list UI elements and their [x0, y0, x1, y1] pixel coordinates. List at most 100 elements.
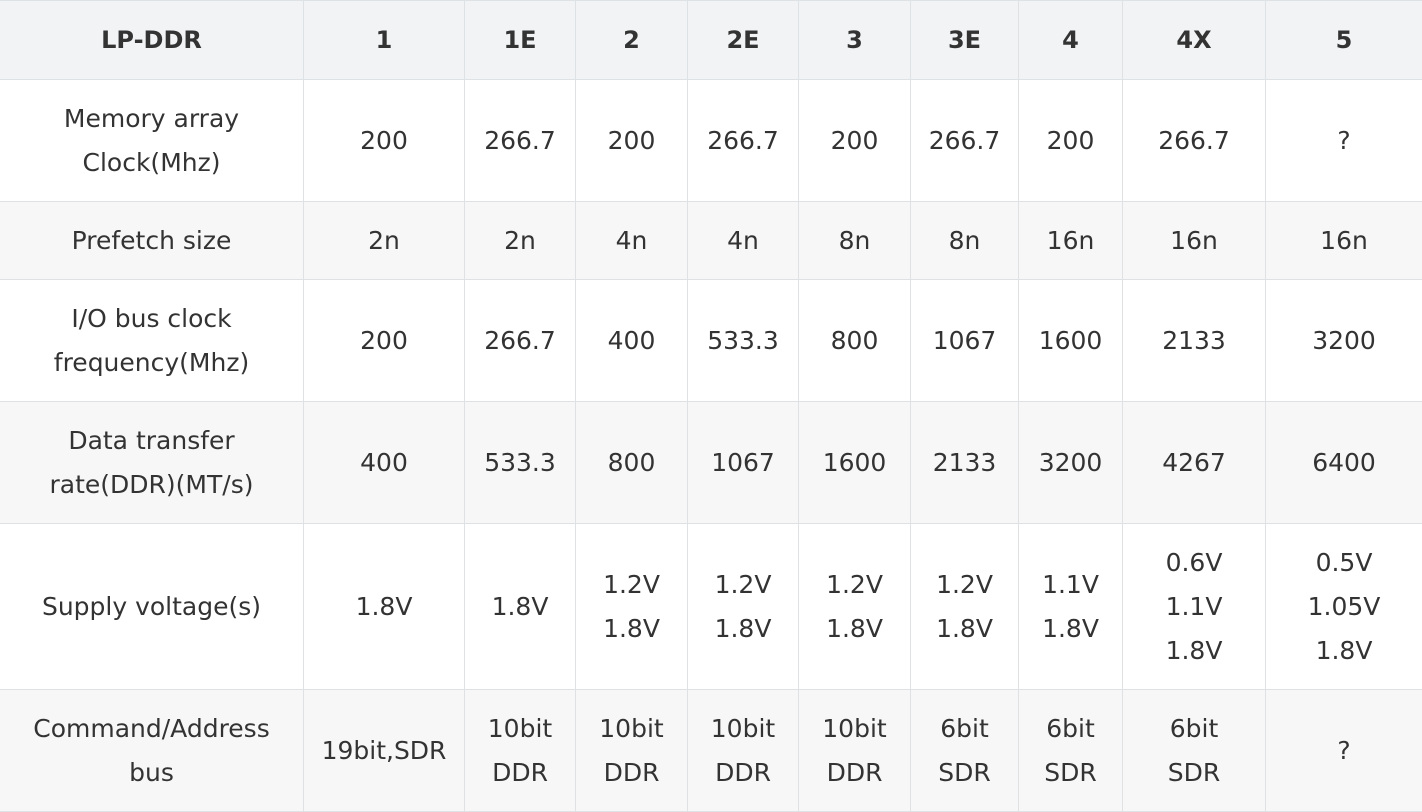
table-cell: 1.2V 1.8V: [799, 524, 911, 690]
row-label: Supply voltage(s): [0, 524, 304, 690]
cell-line: 16n: [1019, 219, 1122, 263]
row-label-line: I/O bus clock: [0, 297, 303, 341]
cell-line: 1.2V: [688, 563, 798, 607]
cell-line: 1.8V: [465, 585, 575, 629]
cell-line: 6bit: [1019, 707, 1122, 751]
cell-line: 1.8V: [576, 607, 687, 651]
table-cell: 1600: [1019, 280, 1123, 402]
table-cell: 16n: [1019, 202, 1123, 280]
table-cell: 1.8V: [304, 524, 465, 690]
table-cell: 1.2V 1.8V: [576, 524, 688, 690]
row-label-line: Command/Address: [0, 707, 303, 751]
cell-line: 1067: [688, 441, 798, 485]
cell-line: 1067: [911, 319, 1018, 363]
column-header: LP-DDR: [0, 1, 304, 80]
cell-line: 266.7: [465, 319, 575, 363]
cell-line: 19bit,SDR: [304, 729, 464, 773]
cell-line: 16n: [1266, 219, 1422, 263]
table-cell: 2133: [1123, 280, 1266, 402]
cell-line: SDR: [1123, 751, 1265, 795]
column-header: 3E: [911, 1, 1019, 80]
table-cell: 2133: [911, 402, 1019, 524]
column-header: 2: [576, 1, 688, 80]
table-cell: 800: [799, 280, 911, 402]
cell-line: SDR: [911, 751, 1018, 795]
cell-line: 1.8V: [911, 607, 1018, 651]
cell-line: 2133: [1123, 319, 1265, 363]
cell-line: ?: [1266, 729, 1422, 773]
table-cell: 4n: [688, 202, 799, 280]
table-cell: 6400: [1266, 402, 1422, 524]
table-row: Supply voltage(s) 1.8V 1.8V 1.2V 1.8V 1.…: [0, 524, 1422, 690]
cell-line: 10bit: [465, 707, 575, 751]
cell-line: 6400: [1266, 441, 1422, 485]
table-cell: 1.1V 1.8V: [1019, 524, 1123, 690]
cell-line: 8n: [799, 219, 910, 263]
cell-line: 6bit: [911, 707, 1018, 751]
cell-line: DDR: [688, 751, 798, 795]
cell-line: 3200: [1266, 319, 1422, 363]
row-label-line: Data transfer: [0, 419, 303, 463]
cell-line: 2133: [911, 441, 1018, 485]
row-label: Prefetch size: [0, 202, 304, 280]
table-cell: 1600: [799, 402, 911, 524]
cell-line: 10bit: [576, 707, 687, 751]
table-cell: 6bit SDR: [1019, 690, 1123, 812]
cell-line: 266.7: [688, 119, 798, 163]
cell-line: 1.1V: [1123, 585, 1265, 629]
cell-line: 200: [799, 119, 910, 163]
row-label: I/O bus clock frequency(Mhz): [0, 280, 304, 402]
row-label-line: Prefetch size: [0, 219, 303, 263]
cell-line: 200: [304, 319, 464, 363]
cell-line: 1.8V: [799, 607, 910, 651]
cell-line: 1.8V: [1123, 629, 1265, 673]
table-cell: 400: [304, 402, 465, 524]
cell-line: 0.6V: [1123, 541, 1265, 585]
cell-line: 1.05V: [1266, 585, 1422, 629]
table-cell: 0.6V 1.1V 1.8V: [1123, 524, 1266, 690]
cell-line: 0.5V: [1266, 541, 1422, 585]
cell-line: 800: [799, 319, 910, 363]
table-row: Prefetch size 2n 2n 4n 4n 8n 8n 16n 16n …: [0, 202, 1422, 280]
table-cell: 1067: [911, 280, 1019, 402]
table-cell: 1.2V 1.8V: [688, 524, 799, 690]
table-cell: 533.3: [688, 280, 799, 402]
table-cell: ?: [1266, 690, 1422, 812]
cell-line: 3200: [1019, 441, 1122, 485]
row-label-line: Supply voltage(s): [0, 585, 303, 629]
cell-line: DDR: [465, 751, 575, 795]
cell-line: 2n: [465, 219, 575, 263]
table-cell: 3200: [1266, 280, 1422, 402]
row-label-line: rate(DDR)(MT/s): [0, 463, 303, 507]
cell-line: 4n: [688, 219, 798, 263]
table-cell: 10bit DDR: [465, 690, 576, 812]
cell-line: 1.8V: [688, 607, 798, 651]
table-row: Command/Address bus 19bit,SDR 10bit DDR …: [0, 690, 1422, 812]
table-cell: 266.7: [911, 80, 1019, 202]
cell-line: 4n: [576, 219, 687, 263]
table-cell: 19bit,SDR: [304, 690, 465, 812]
cell-line: 1.2V: [799, 563, 910, 607]
table-cell: 16n: [1123, 202, 1266, 280]
table-cell: 8n: [911, 202, 1019, 280]
table-cell: 200: [304, 80, 465, 202]
cell-line: 400: [576, 319, 687, 363]
cell-line: 6bit: [1123, 707, 1265, 751]
header-row: LP-DDR 1 1E 2 2E 3 3E 4 4X 5: [0, 1, 1422, 80]
table-cell: 200: [576, 80, 688, 202]
cell-line: 1.1V: [1019, 563, 1122, 607]
cell-line: 1.8V: [1266, 629, 1422, 673]
cell-line: 800: [576, 441, 687, 485]
cell-line: 400: [304, 441, 464, 485]
table-cell: 2n: [465, 202, 576, 280]
table-cell: 0.5V 1.05V 1.8V: [1266, 524, 1422, 690]
column-header: 4X: [1123, 1, 1266, 80]
table-cell: 400: [576, 280, 688, 402]
table-cell: 10bit DDR: [799, 690, 911, 812]
row-label-line: bus: [0, 751, 303, 795]
table-cell: 6bit SDR: [911, 690, 1019, 812]
cell-line: 1600: [1019, 319, 1122, 363]
cell-line: 1.2V: [576, 563, 687, 607]
table-row: Data transfer rate(DDR)(MT/s) 400 533.3 …: [0, 402, 1422, 524]
cell-line: 266.7: [1123, 119, 1265, 163]
